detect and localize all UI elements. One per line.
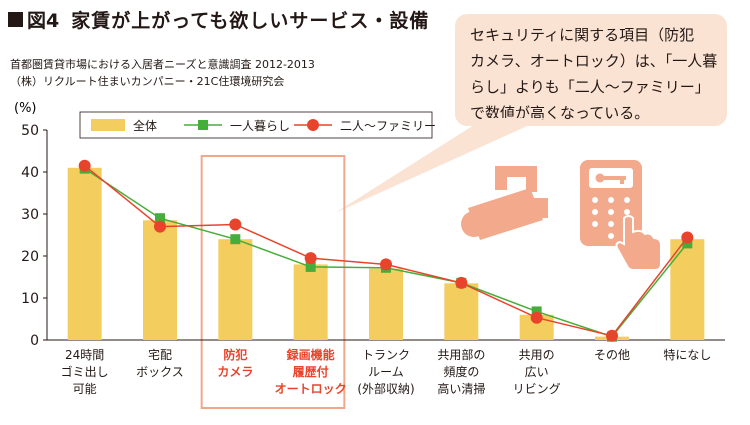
x-tick-label-3: 録画機能履歴付オートロック	[275, 347, 347, 396]
family-point-2	[229, 218, 242, 231]
figure-title: 家賃が上がっても欲しいサービス・設備	[71, 10, 430, 32]
source-line-2: （株）リクルート住まいカンパニー・21C住環境研究会	[10, 75, 285, 88]
single-point-2	[230, 234, 241, 245]
bar-4	[369, 268, 403, 340]
x-tick-label-0: 24時間ゴミ出し可能	[61, 348, 109, 396]
callout-line-1: セキュリティに関する項目（防犯	[470, 26, 695, 44]
y-tick-label: 40	[21, 165, 39, 181]
family-point-6	[530, 311, 543, 324]
figure-title-row: 図4 家賃が上がっても欲しいサービス・設備	[8, 6, 429, 33]
bar-0	[67, 167, 102, 340]
single-point-3	[305, 261, 316, 272]
callout-pointer	[335, 118, 545, 213]
family-point-5	[455, 276, 468, 289]
line-series	[78, 159, 694, 342]
x-tick-label-7: その他	[594, 348, 630, 362]
legend-swatch-bar	[91, 119, 125, 131]
family-point-1	[154, 220, 166, 233]
callout-line-4: で数値が高くなっている。	[470, 104, 650, 122]
x-tick-label-5: 共用部の頻度の高い清掃	[437, 347, 485, 396]
bar-1	[143, 220, 177, 340]
callout-text: セキュリティに関する項目（防犯 カメラ、オートロック）は、「一人暮 らし」よりも…	[470, 22, 717, 126]
y-tick-label: 10	[21, 291, 39, 307]
x-tick-label-6: 共用の広いリビング	[513, 348, 561, 396]
callout-line-2: カメラ、オートロック）は、「一人暮	[470, 52, 718, 70]
y-tick-label: 20	[21, 249, 39, 265]
legend-box	[79, 111, 433, 139]
legend-label-single: 一人暮らし	[230, 119, 290, 133]
family-point-8	[681, 231, 694, 244]
y-tick-label: 50	[21, 123, 39, 139]
x-tick-label-2: 防犯カメラ	[217, 347, 253, 379]
highlight-frame	[200, 155, 346, 409]
legend-label-family: 二人〜ファミリー	[340, 119, 436, 133]
bar-2	[218, 239, 253, 340]
bar-5	[444, 283, 479, 340]
legend-marker-single	[198, 120, 208, 130]
figure-number: 図4	[27, 10, 60, 32]
family-point-0	[78, 159, 91, 172]
x-tick-label-4: トランクルーム(外部収納)	[357, 348, 414, 396]
keypad-lock-icon	[580, 160, 662, 271]
source-line-1: 首都圏賃貸市場における入居者ニーズと意識調査 2012-2013	[10, 58, 315, 71]
x-tick-label-1: 宅配ボックス	[136, 347, 184, 379]
y-tick-label: 30	[21, 207, 39, 223]
x-tick-label-8: 特になし	[663, 347, 711, 362]
bar-8	[670, 239, 705, 340]
legend-marker-family	[307, 119, 319, 131]
callout-box	[455, 14, 727, 126]
y-tick-label: 0	[30, 333, 39, 349]
family-point-3	[304, 252, 317, 265]
security-camera-icon	[461, 166, 548, 240]
y-axis-unit: (%)	[14, 101, 37, 116]
bar-3	[293, 264, 328, 340]
single-point-6	[531, 306, 542, 317]
legend-label-all: 全体	[133, 118, 157, 133]
family-point-4	[380, 258, 392, 271]
single-point-1	[155, 213, 165, 224]
legend: 全体 一人暮らし 二人〜ファミリー	[91, 118, 436, 133]
bar-series	[67, 167, 705, 340]
title-marker-square	[8, 12, 23, 27]
callout-line-3: らし」よりも「二人〜ファミリー」	[470, 78, 710, 96]
family-point-7	[606, 329, 618, 342]
